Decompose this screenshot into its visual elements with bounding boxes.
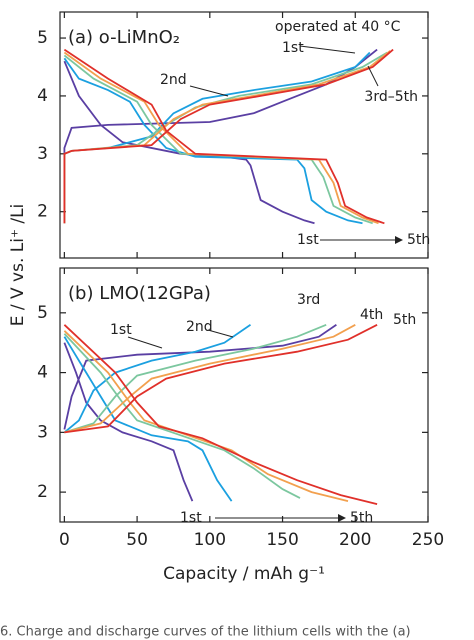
annotation: 5th <box>393 312 416 328</box>
x-tick-label: 200 <box>339 530 371 550</box>
y-axis-label: E / V vs. Li⁺ /Li <box>8 204 28 327</box>
curve <box>63 330 349 502</box>
curve <box>63 50 391 224</box>
curve <box>63 48 378 224</box>
y-tick-label: 3 <box>37 422 48 442</box>
leader-line <box>367 65 379 87</box>
curve <box>64 323 327 434</box>
annotation: 1st <box>180 510 202 526</box>
leader-line <box>299 45 356 54</box>
annotation: 1st <box>282 40 304 56</box>
y-tick-label: 2 <box>37 482 48 502</box>
x-tick-label: 250 <box>412 530 444 550</box>
x-tick-label: 0 <box>59 530 70 550</box>
annotation: 1st <box>110 322 132 338</box>
curve <box>64 323 378 434</box>
x-axis-label: Capacity / mAh g⁻¹ <box>163 564 325 584</box>
curve <box>63 60 315 225</box>
annotation: 3rd–5th <box>364 89 418 105</box>
y-tick-label: 4 <box>37 363 48 383</box>
curve <box>63 333 301 499</box>
x-tick-label: 150 <box>266 530 298 550</box>
y-tick-label: 5 <box>37 28 48 48</box>
annotation: 2nd <box>186 319 213 335</box>
annotation: 5th <box>407 232 430 248</box>
x-tick-label: 100 <box>194 530 226 550</box>
caption: 6. Charge and discharge curves of the li… <box>0 625 411 640</box>
annotation: operated at 40 °C <box>275 19 401 35</box>
curve <box>63 57 363 225</box>
curve <box>63 324 252 434</box>
plot-frame <box>59 11 429 259</box>
panel-title: (a) o-LiMnO₂ <box>68 27 180 48</box>
leader-line <box>207 329 234 338</box>
panel-title: (b) LMO(12GPa) <box>68 283 211 304</box>
curve <box>63 48 394 224</box>
curve <box>63 336 233 502</box>
annotation: 5th <box>350 510 373 526</box>
y-tick-label: 4 <box>37 86 48 106</box>
plot-frame <box>59 267 429 523</box>
curve <box>63 324 378 505</box>
annotation: 2nd <box>160 72 187 88</box>
curve <box>63 51 371 224</box>
leader-line <box>127 336 163 349</box>
leader-line <box>189 85 229 97</box>
curve <box>63 324 337 430</box>
annotation: 1st <box>297 232 319 248</box>
annotation: 3rd <box>297 292 320 308</box>
y-tick-label: 2 <box>37 202 48 222</box>
y-tick-label: 3 <box>37 144 48 164</box>
x-tick-label: 50 <box>126 530 148 550</box>
annotation: 4th <box>360 307 383 323</box>
curve <box>63 342 194 502</box>
y-tick-label: 5 <box>37 303 48 323</box>
curve <box>64 324 356 434</box>
curve <box>63 48 385 225</box>
